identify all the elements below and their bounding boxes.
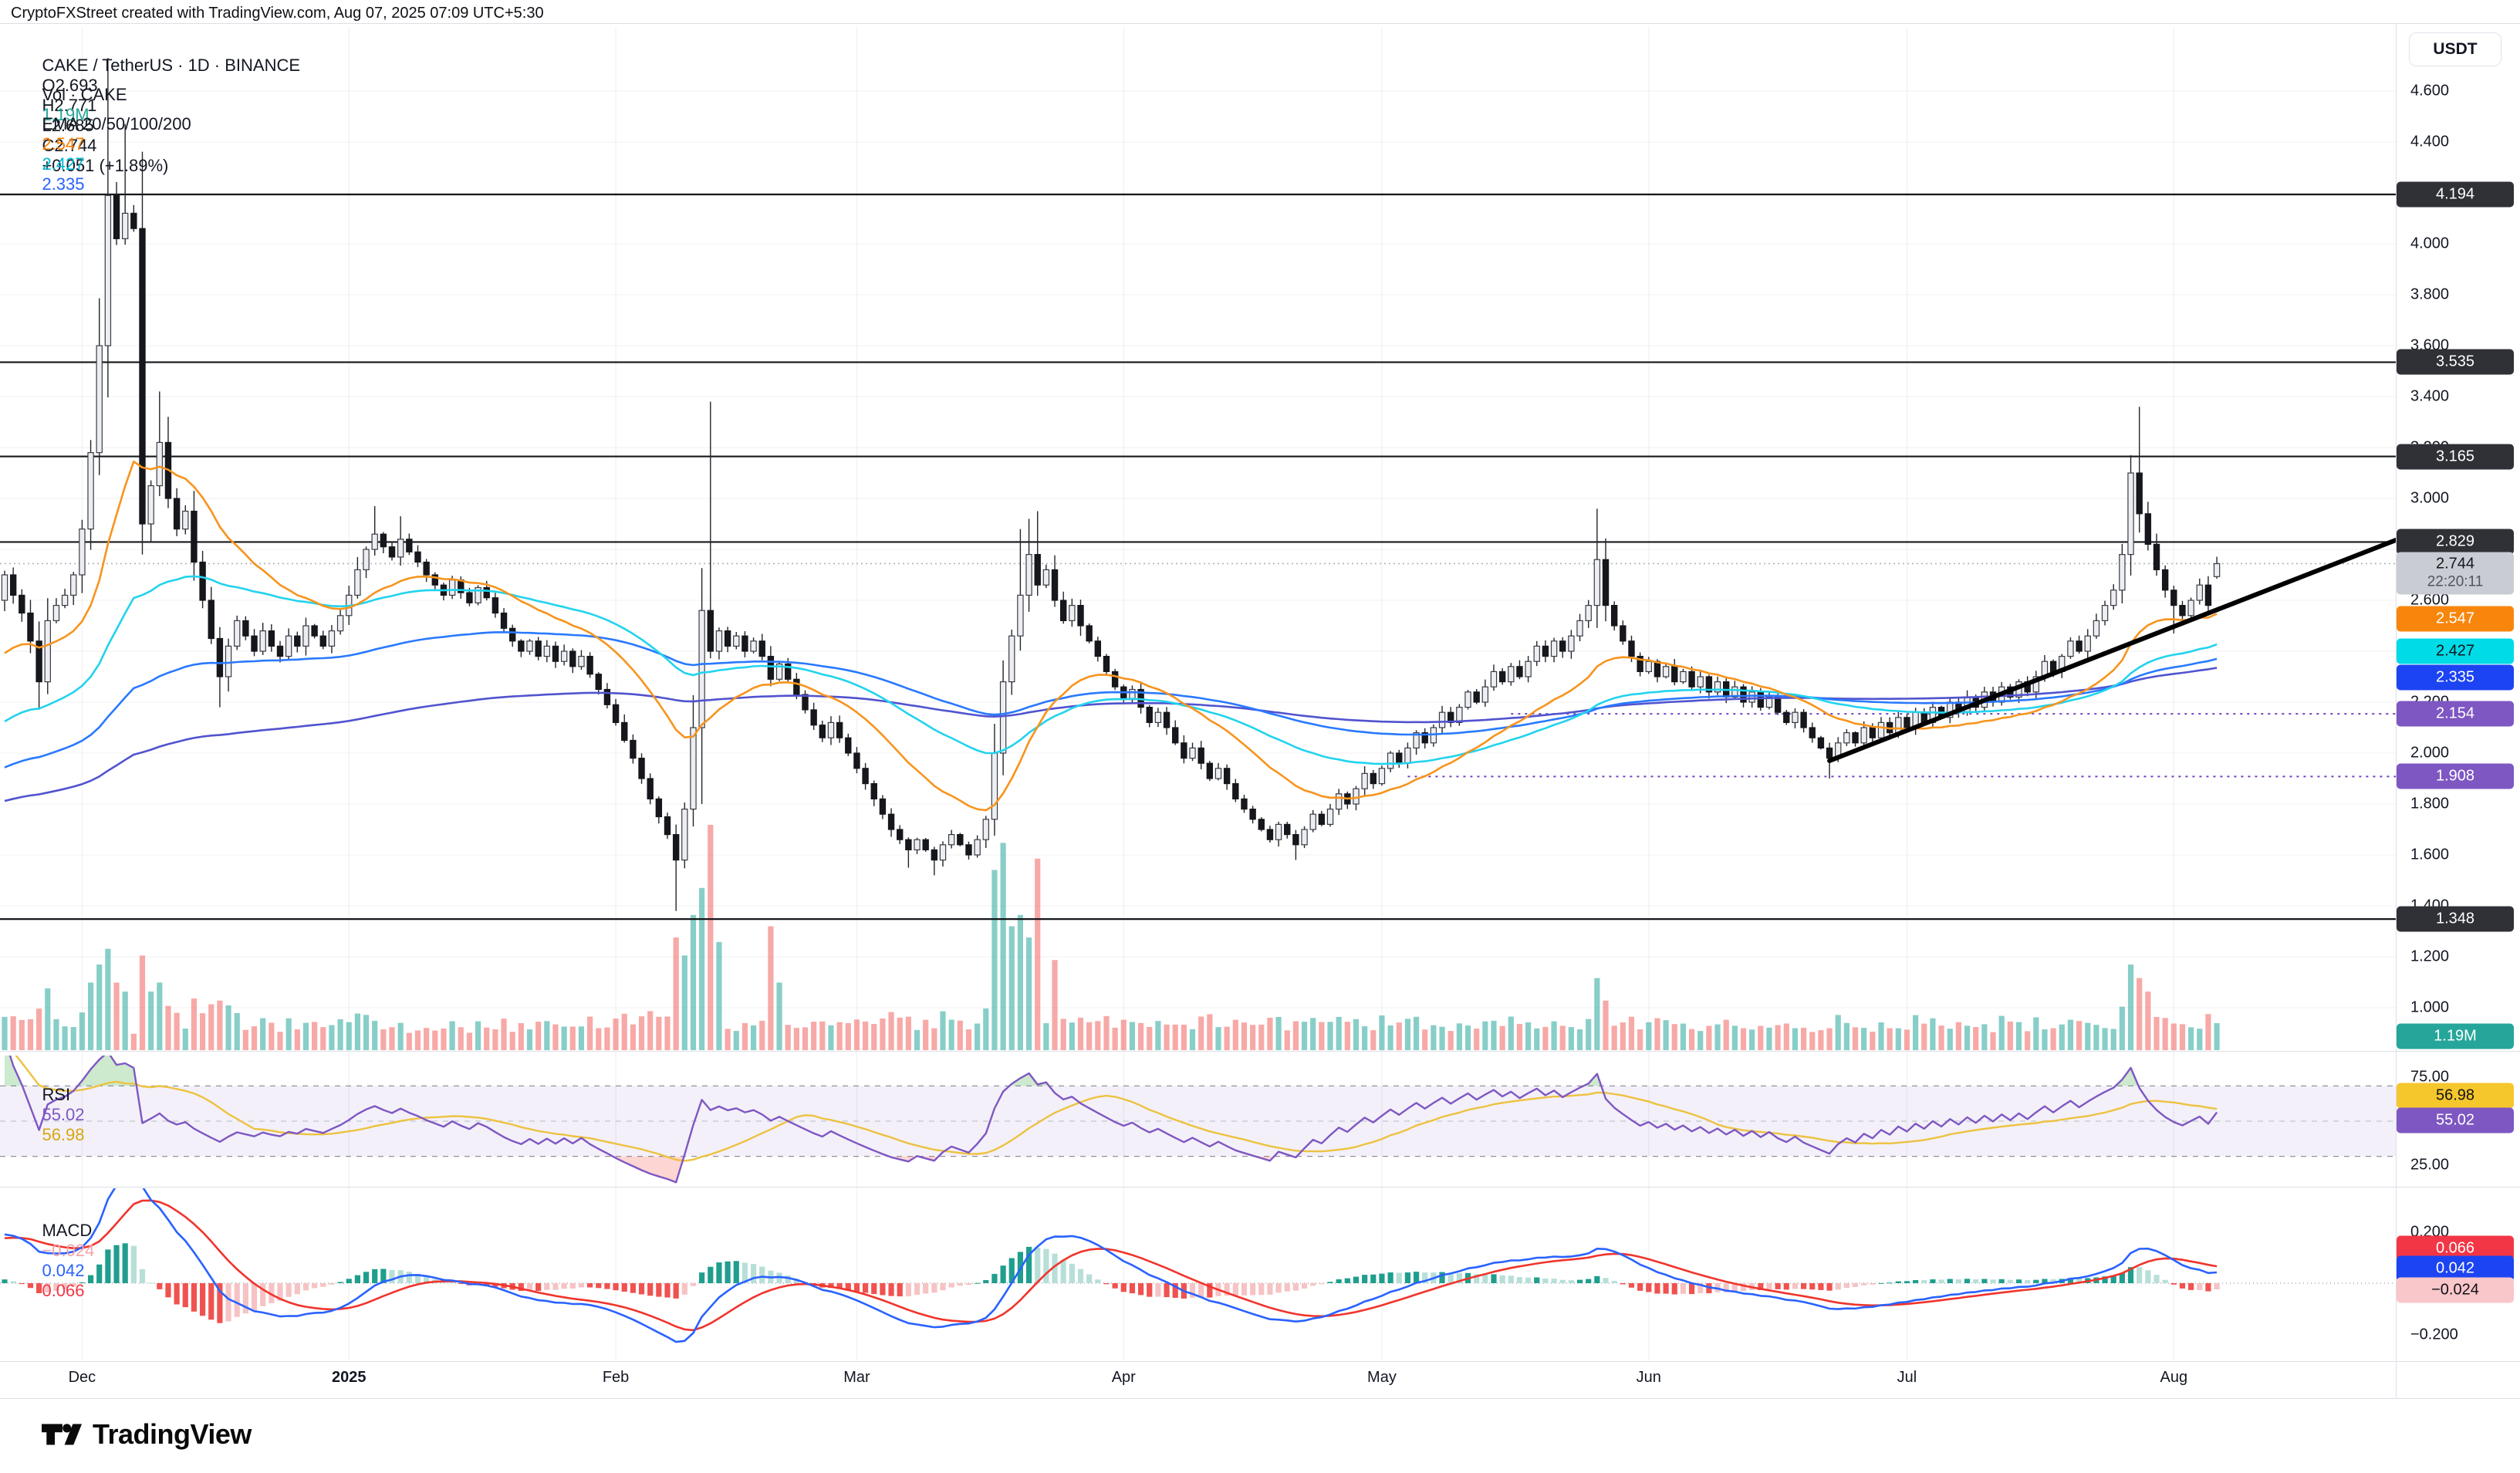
axis-divider (2396, 23, 2397, 1398)
tradingview-brand: TradingView (93, 1418, 252, 1450)
price-level-badge: 1.908 (2397, 763, 2514, 789)
price-tick-label: 3.800 (2410, 285, 2450, 303)
price-level-badge: 2.829 (2397, 529, 2514, 555)
macd-legend: MACD −0.024 0.042 0.066 (23, 1201, 105, 1321)
price-tick-label: 2.000 (2410, 744, 2450, 762)
time-tick-label: Aug (2160, 1369, 2188, 1386)
ema20-value: 2.547 (42, 134, 85, 154)
price-tick-label: 2.600 (2410, 591, 2450, 609)
price-tick-label: 3.000 (2410, 489, 2450, 507)
price-level-badge: 2.547 (2397, 606, 2514, 632)
volume-label: Vol · CAKE (42, 85, 127, 104)
time-tick-label: Jul (1897, 1369, 1917, 1386)
ohlc-open: O2.693 (42, 76, 98, 95)
ema50-value: 2.427 (42, 154, 85, 174)
price-tick-label: 1.200 (2410, 948, 2450, 965)
price-level-badge: 1.348 (2397, 906, 2514, 932)
rsi-legend: RSI 55.02 56.98 (23, 1065, 96, 1165)
symbol-legend: CAKE / TetherUS · 1D · BINANCE O2.693 H2… (23, 35, 311, 196)
macd-timeaxis-divider (0, 1361, 2520, 1362)
time-tick-label: Feb (602, 1369, 630, 1386)
volume-legend: Vol · CAKE 1.19M (23, 65, 138, 145)
macd-hist-value: −0.024 (42, 1241, 95, 1260)
price-tick-label: 1.800 (2410, 795, 2450, 813)
ohlc-high: H2.771 (42, 96, 97, 115)
rsi-value: 55.02 (42, 1105, 85, 1124)
rsi-ma-value: 56.98 (42, 1125, 85, 1144)
time-tick-label: Apr (1111, 1369, 1136, 1386)
volume-value: 1.19M (42, 105, 90, 124)
price-tick-label: 4.400 (2410, 133, 2450, 150)
price-level-badge: 2.335 (2397, 664, 2514, 691)
price-level-badge: 2.154 (2397, 701, 2514, 727)
header-divider (0, 23, 2520, 24)
footer-divider (0, 1398, 2520, 1399)
time-tick-label: May (1367, 1369, 1397, 1386)
price-level-badge: 56.98 (2397, 1083, 2514, 1109)
footer-logo[interactable]: TradingView (42, 1418, 252, 1451)
symbol-title: CAKE / TetherUS · 1D · BINANCE (42, 56, 301, 75)
price-tick-label: 1.000 (2410, 998, 2450, 1016)
macd-line-value: 0.042 (42, 1261, 85, 1280)
ema-legend: EMA 20/50/100/200 2.547 2.427 2.335 (23, 94, 202, 215)
price-level-badge: 55.02 (2397, 1107, 2514, 1133)
macd-tick-label: −0.200 (2410, 1326, 2458, 1343)
price-level-badge: −0.024 (2397, 1277, 2514, 1303)
time-tick-label: 2025 (331, 1369, 367, 1386)
countdown-timer: 22:20:11 (2427, 573, 2484, 590)
price-change: +0.051 (+1.89%) (42, 156, 169, 175)
price-level-badge: 3.165 (2397, 444, 2514, 470)
currency-toggle-button[interactable]: USDT (2409, 32, 2501, 66)
tradingview-logo-icon (42, 1424, 82, 1445)
rsi-tick-label: 25.00 (2410, 1156, 2450, 1174)
price-tick-label: 4.000 (2410, 235, 2450, 252)
time-tick-label: Jun (1636, 1369, 1661, 1386)
rsi-tick-label: 75.00 (2410, 1068, 2450, 1086)
ohlc-close: C2.744 (42, 136, 97, 155)
current-price-badge: 2.744 22:20:11 (2397, 552, 2514, 595)
price-level-badge: 0.042 (2397, 1255, 2514, 1282)
ema-label: EMA 20/50/100/200 (42, 114, 191, 133)
macd-signal-value: 0.066 (42, 1281, 85, 1300)
price-level-badge: 4.194 (2397, 181, 2514, 208)
page-title: CryptoFXStreet created with TradingView.… (11, 5, 544, 22)
price-tick-label: 3.400 (2410, 387, 2450, 405)
time-tick-label: Mar (843, 1369, 870, 1386)
price-level-badge: 2.427 (2397, 638, 2514, 664)
rsi-macd-divider[interactable] (0, 1187, 2520, 1188)
price-tick-label: 1.600 (2410, 846, 2450, 863)
rsi-label: RSI (42, 1085, 71, 1104)
macd-label: MACD (42, 1221, 93, 1240)
price-rsi-divider[interactable] (0, 1051, 2520, 1052)
price-level-badge: 1.19M (2397, 1023, 2514, 1049)
price-tick-label: 4.600 (2410, 82, 2450, 100)
price-level-badge: 3.535 (2397, 349, 2514, 375)
ohlc-low: L2.685 (42, 116, 94, 135)
ema200-value: 2.335 (42, 174, 85, 194)
time-tick-label: Dec (68, 1369, 96, 1386)
